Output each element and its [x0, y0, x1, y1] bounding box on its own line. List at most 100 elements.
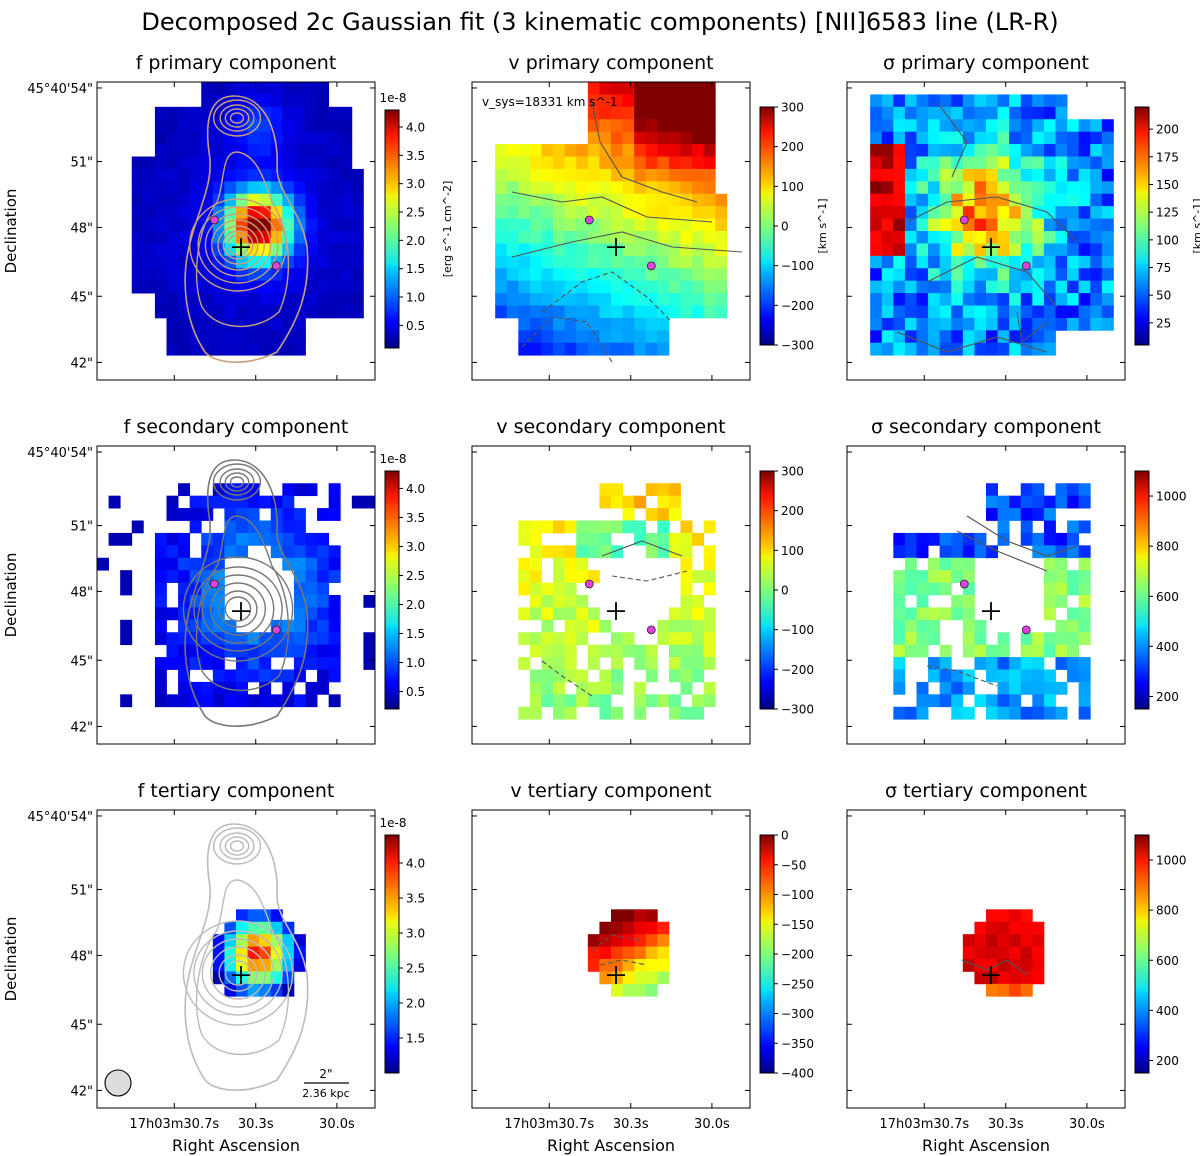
heatmap-pixel [541, 156, 554, 170]
heatmap-pixel [622, 231, 635, 244]
heatmap-pixel [564, 231, 577, 244]
heatmap-pixel [541, 330, 554, 344]
heatmap-pixel [599, 644, 612, 658]
heatmap-pixel [893, 106, 906, 120]
heatmap-pixel [340, 119, 353, 133]
heatmap-pixel [564, 520, 577, 534]
heatmap-pixel [282, 669, 295, 683]
heatmap-pixel [236, 131, 248, 145]
heatmap-pixel [587, 342, 600, 356]
heatmap-pixel [962, 317, 975, 331]
heatmap-pixel [212, 582, 225, 596]
heatmap-pixel [634, 971, 647, 985]
heatmap-cells [870, 94, 1114, 356]
heatmap-pixel [270, 959, 283, 972]
heatmap-pixel [212, 231, 225, 244]
heatmap-pixel [212, 545, 225, 559]
heatmap-pixel [928, 342, 941, 356]
heatmap-pixel [166, 532, 179, 546]
heatmap-pixel [340, 268, 353, 282]
heatmap-pixel [939, 119, 952, 133]
heatmap-pixel [247, 921, 260, 935]
heatmap-pixel [553, 330, 566, 344]
heatmap-pixel [870, 280, 883, 294]
heatmap-pixel [293, 632, 306, 646]
colorbar-tick-label: 175 [1156, 150, 1179, 164]
heatmap-pixel [259, 657, 272, 670]
colorbar-tick-label: 800 [1156, 540, 1179, 554]
heatmap-pixel [224, 508, 237, 521]
heatmap-pixel [1009, 218, 1022, 232]
heatmap-pixel [1101, 193, 1114, 207]
heatmap-pixel [986, 280, 998, 294]
heatmap-pixel [328, 255, 341, 269]
heatmap-pixel [212, 131, 225, 145]
heatmap-pixel [997, 959, 1010, 972]
heatmap-pixel [305, 657, 318, 670]
heatmap-pixel [928, 243, 941, 257]
heatmap-pixel [282, 644, 295, 658]
heatmap-pixel [317, 243, 330, 257]
heatmap-pixel [212, 144, 225, 157]
ra-tick-label: 30.0s [319, 1117, 355, 1132]
heatmap-pixel [259, 131, 272, 145]
heatmap-pixel [986, 231, 998, 244]
panel-title: σ tertiary component [885, 780, 1087, 802]
heatmap-pixel [293, 557, 306, 571]
heatmap-pixel [1020, 305, 1033, 319]
dec-tick-label: 45°40'54" [27, 446, 93, 461]
heatmap-pixel [317, 557, 330, 571]
heatmap-pixel [904, 293, 917, 306]
colorbar-tick-label: 125 [1156, 206, 1179, 220]
heatmap-pixel [599, 971, 612, 985]
heatmap-pixel [236, 342, 248, 356]
heatmap-pixel [541, 595, 554, 608]
heatmap-pixel [1101, 231, 1114, 244]
heatmap-pixel [916, 619, 929, 633]
heatmap-pixel [247, 342, 260, 356]
heatmap-pixel [564, 305, 577, 319]
heatmap-pixel [645, 342, 658, 356]
heatmap-pixel [529, 168, 542, 182]
heatmap-pixel [189, 255, 202, 269]
heatmap-pixel [962, 106, 975, 120]
heatmap-pixel [189, 619, 202, 633]
heatmap-pixel [599, 706, 612, 720]
heatmap-pixel [599, 946, 612, 960]
heatmap-pixel [634, 330, 647, 344]
heatmap-pixel [529, 532, 542, 546]
heatmap-pixel [611, 193, 623, 207]
heatmap-pixel [962, 959, 975, 972]
heatmap-pixel [506, 255, 519, 269]
heatmap-pixel [212, 619, 225, 633]
heatmap-pixel [224, 669, 237, 683]
heatmap-pixel [506, 293, 519, 306]
heatmap-pixel [576, 520, 589, 534]
heatmap-pixel [259, 632, 272, 646]
colorbar [384, 109, 400, 349]
heatmap-pixel [201, 532, 214, 546]
heatmap-pixel [1020, 706, 1033, 720]
heatmap-pixel [1078, 619, 1091, 633]
heatmap-pixel [120, 694, 133, 708]
heatmap-pixel [870, 119, 883, 133]
heatmap-pixel [189, 231, 202, 244]
colorbar-tick-label: 600 [1156, 954, 1179, 968]
heatmap-pixel [212, 317, 225, 331]
heatmap-pixel [657, 619, 670, 633]
heatmap-pixel [224, 218, 237, 232]
heatmap-pixel [997, 946, 1010, 960]
heatmap-pixel [576, 694, 589, 708]
heatmap-pixel [529, 644, 542, 658]
heatmap-pixel [611, 293, 623, 306]
heatmap-pixel [916, 293, 929, 306]
heatmap-pixel [178, 657, 191, 670]
heatmap-pixel [1078, 595, 1091, 608]
heatmap-pixel [622, 206, 635, 219]
heatmap-pixel [904, 607, 917, 621]
axis-ylabel: Declination [2, 553, 20, 638]
heatmap-pixel [495, 181, 508, 195]
heatmap-pixel [611, 280, 623, 294]
heatmap-pixel [340, 243, 353, 257]
heatmap-pixel [692, 532, 705, 546]
